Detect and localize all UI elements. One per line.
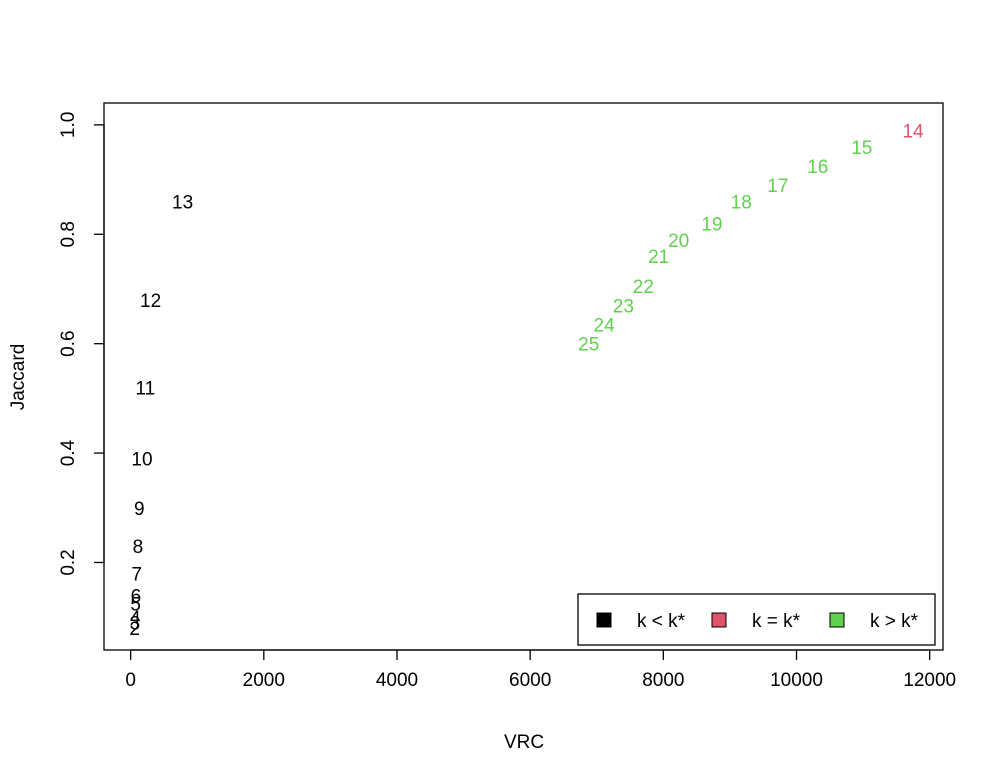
point-label: 25 bbox=[578, 335, 599, 356]
point-label: 19 bbox=[701, 214, 722, 235]
x-axis-title: VRC bbox=[504, 732, 544, 753]
x-tick-label: 0 bbox=[125, 670, 136, 691]
legend-label: k > k* bbox=[870, 611, 919, 632]
x-tick-label: 6000 bbox=[509, 670, 551, 691]
point-label: 4 bbox=[130, 608, 141, 629]
x-tick-label: 8000 bbox=[642, 670, 684, 691]
point-label: 3 bbox=[130, 614, 141, 635]
point-label: 23 bbox=[613, 296, 634, 317]
y-axis-title: Jaccard bbox=[8, 344, 29, 411]
point-label: 8 bbox=[133, 537, 144, 558]
y-tick-label: 0.8 bbox=[58, 221, 79, 247]
x-tick-label: 10000 bbox=[770, 670, 823, 691]
point-label: 5 bbox=[130, 595, 141, 616]
point-label: 7 bbox=[131, 564, 142, 585]
legend-swatch bbox=[829, 612, 845, 628]
point-label: 17 bbox=[767, 176, 788, 197]
point-label: 2 bbox=[129, 619, 140, 640]
point-label: 22 bbox=[633, 277, 654, 298]
point-label: 18 bbox=[731, 192, 752, 213]
point-label: 16 bbox=[807, 157, 828, 178]
y-tick-label: 0.4 bbox=[58, 439, 79, 466]
point-label: 13 bbox=[172, 192, 193, 213]
legend-swatch bbox=[711, 612, 727, 628]
x-axis: 0 2000 4000 6000 8000 10000 12000 bbox=[125, 649, 956, 691]
point-label: 12 bbox=[140, 291, 161, 312]
point-label: 24 bbox=[594, 316, 616, 337]
legend: k < k* k = k* k > k* bbox=[577, 593, 936, 646]
point-label: 11 bbox=[135, 378, 155, 399]
y-tick-label: 1.0 bbox=[58, 112, 79, 138]
legend-label: k = k* bbox=[752, 611, 801, 632]
y-tick-label: 0.6 bbox=[58, 330, 79, 356]
legend-swatch bbox=[596, 612, 612, 628]
point-label: 14 bbox=[902, 121, 924, 142]
point-label: 6 bbox=[131, 586, 142, 607]
y-axis: 0.2 0.4 0.6 0.8 1.0 bbox=[58, 112, 105, 576]
legend-box bbox=[577, 593, 936, 646]
x-tick-label: 2000 bbox=[243, 670, 285, 691]
point-label: 21 bbox=[648, 247, 669, 268]
x-tick-label: 12000 bbox=[903, 670, 956, 691]
point-label: 10 bbox=[131, 450, 152, 471]
x-tick-label: 4000 bbox=[376, 670, 418, 691]
point-label: 15 bbox=[851, 138, 872, 159]
point-label: 20 bbox=[668, 231, 689, 252]
point-label: 9 bbox=[134, 499, 145, 520]
legend-label: k < k* bbox=[637, 611, 686, 632]
y-tick-label: 0.2 bbox=[58, 549, 79, 575]
